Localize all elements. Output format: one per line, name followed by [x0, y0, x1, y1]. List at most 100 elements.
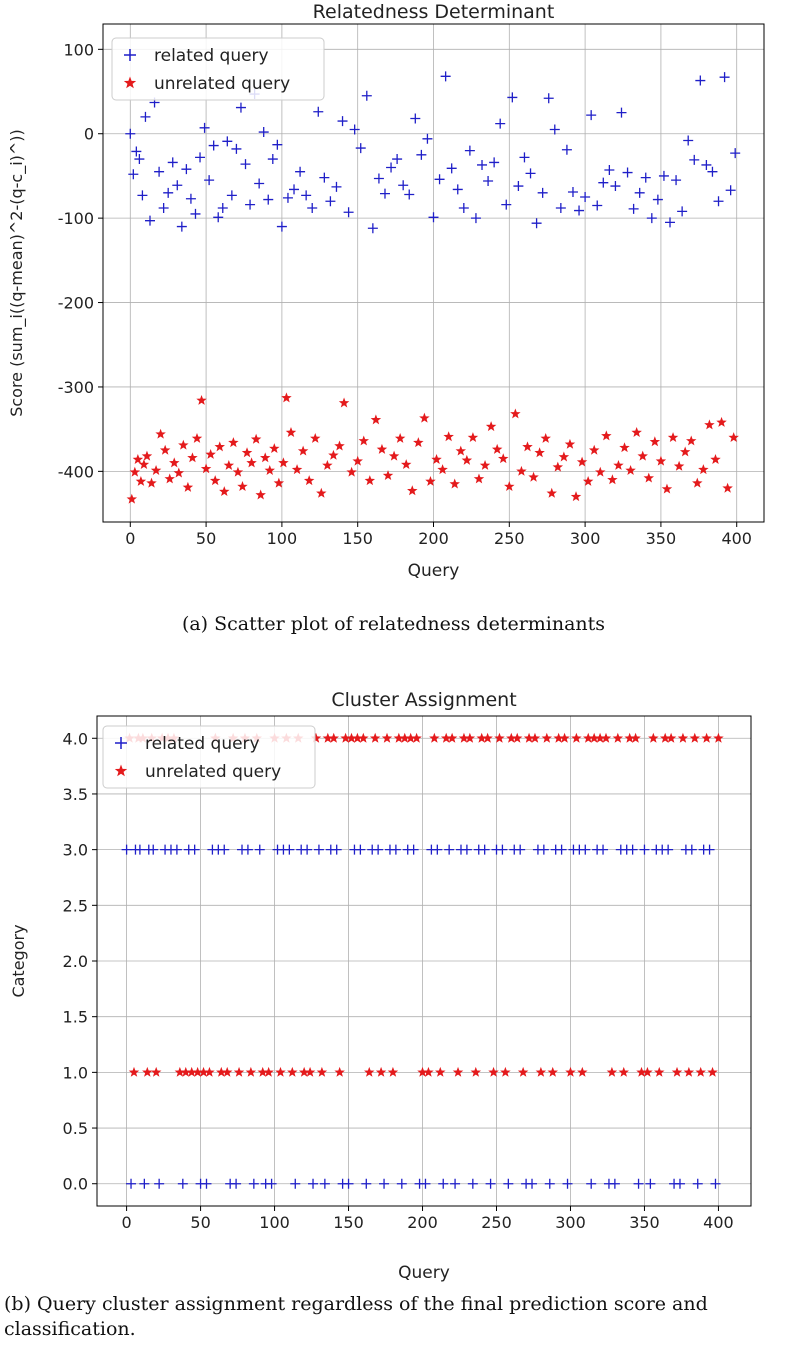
- data-point-related: [639, 844, 650, 855]
- data-point-unrelated: [595, 466, 606, 477]
- data-point-unrelated: [174, 1066, 186, 1077]
- data-point-unrelated: [637, 450, 648, 461]
- data-point-unrelated: [423, 1066, 434, 1077]
- data-point-unrelated: [498, 453, 509, 464]
- data-point-unrelated: [500, 1066, 511, 1077]
- legend-marker-plus-icon: [124, 49, 136, 61]
- data-point-unrelated: [625, 465, 636, 475]
- data-point-unrelated: [237, 481, 248, 491]
- data-point-related: [189, 844, 200, 855]
- data-point-unrelated: [440, 732, 452, 743]
- data-point-unrelated: [393, 732, 405, 743]
- data-point-unrelated: [577, 1066, 588, 1077]
- chart-relatedness-determinant: 0 50 100 150 200 250 300 350 400 100 0 -100 -200 -300…: [7, 1, 765, 581]
- data-point-unrelated: [263, 1066, 274, 1077]
- data-point-unrelated: [388, 450, 400, 461]
- data-point-unrelated: [665, 732, 677, 743]
- data-point-related: [537, 187, 548, 198]
- data-point-related: [319, 1178, 330, 1189]
- x-tick-label: 400: [721, 529, 752, 548]
- data-point-unrelated: [583, 732, 594, 743]
- data-point-related: [163, 187, 174, 198]
- data-point-related: [671, 175, 682, 186]
- data-point-related: [645, 1178, 656, 1189]
- data-point-unrelated: [411, 732, 422, 743]
- data-point-related: [513, 181, 524, 192]
- data-point-related: [519, 152, 530, 163]
- data-point-unrelated: [159, 444, 171, 455]
- data-point-related: [245, 199, 256, 210]
- y-tick-label: 3.5: [63, 785, 88, 804]
- y-axis-label: Category: [9, 924, 28, 997]
- data-point-related: [302, 844, 313, 855]
- grid: [97, 716, 751, 1206]
- data-point-related: [495, 118, 506, 129]
- data-point-related: [154, 1178, 165, 1189]
- data-point-unrelated: [506, 732, 517, 743]
- data-point-related: [483, 175, 494, 186]
- data-point-related: [131, 146, 142, 157]
- data-point-unrelated: [322, 459, 333, 470]
- data-point-unrelated: [677, 732, 689, 743]
- y-tick-label: -200: [58, 294, 94, 313]
- legend-marker-star-icon: [114, 764, 128, 777]
- data-point-related: [248, 1178, 259, 1189]
- y-tick-label: 0.5: [63, 1119, 88, 1138]
- data-point-unrelated: [467, 432, 479, 443]
- x-tick-label: 300: [570, 529, 601, 548]
- data-point-related: [497, 844, 508, 855]
- data-point-related: [222, 136, 233, 147]
- data-point-related: [470, 213, 481, 224]
- data-point-unrelated: [138, 459, 150, 470]
- data-point-unrelated: [298, 1066, 310, 1077]
- data-point-unrelated: [636, 1066, 647, 1077]
- series-related-query: [125, 71, 741, 234]
- y-tick-label: 0.0: [63, 1175, 88, 1194]
- data-point-unrelated: [219, 486, 230, 497]
- data-point-related: [337, 116, 348, 127]
- series-unrelated-query: [126, 392, 739, 504]
- data-point-unrelated: [570, 491, 582, 502]
- data-point-unrelated: [141, 450, 153, 461]
- data-point-unrelated: [369, 732, 381, 743]
- data-point-unrelated: [328, 732, 339, 743]
- legend-box: [111, 37, 325, 101]
- caption-b: (b) Query cluster assignment regardless …: [4, 1293, 708, 1340]
- y-tick-label: 2.5: [63, 896, 88, 915]
- data-point-related: [199, 122, 210, 133]
- data-point-related: [158, 203, 169, 214]
- data-point-related: [226, 190, 237, 201]
- data-point-related: [567, 186, 578, 197]
- data-point-unrelated: [479, 459, 491, 470]
- data-point-unrelated: [624, 732, 635, 743]
- data-point-unrelated: [470, 1066, 482, 1077]
- data-point-related: [386, 162, 397, 173]
- data-point-unrelated: [135, 475, 147, 486]
- data-point-related: [556, 844, 567, 855]
- data-point-unrelated: [642, 1066, 653, 1077]
- data-point-related: [658, 170, 669, 181]
- data-point-related: [479, 844, 490, 855]
- data-point-related: [646, 213, 657, 224]
- data-point-related: [231, 143, 242, 154]
- data-point-unrelated: [198, 1066, 209, 1077]
- data-point-related: [464, 145, 475, 156]
- data-point-related: [450, 1178, 461, 1189]
- y-tick-label: 2.0: [63, 952, 88, 971]
- data-point-unrelated: [443, 431, 454, 442]
- data-point-related: [695, 75, 706, 86]
- data-point-unrelated: [381, 732, 393, 743]
- data-point-unrelated: [328, 449, 339, 460]
- data-point-unrelated: [228, 437, 239, 448]
- data-point-unrelated: [150, 465, 162, 475]
- data-point-unrelated: [214, 441, 225, 452]
- data-point-unrelated: [405, 732, 416, 743]
- data-point-related: [562, 1178, 573, 1189]
- legend-box: [102, 725, 316, 789]
- data-point-unrelated: [310, 432, 321, 443]
- data-point-unrelated: [169, 457, 180, 468]
- legend-label: unrelated query: [145, 762, 281, 782]
- data-point-related: [177, 1178, 188, 1189]
- data-point-related: [331, 181, 342, 192]
- data-point-related: [242, 844, 253, 855]
